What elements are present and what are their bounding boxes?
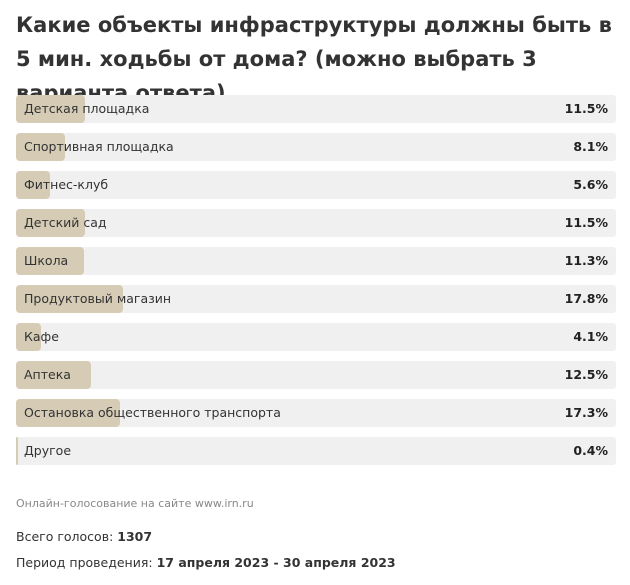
value-label: 8.1%	[573, 139, 608, 154]
bar	[16, 247, 84, 275]
category-label: Детский сад	[24, 215, 107, 230]
category-label: Остановка общественного транспорта	[24, 405, 281, 420]
category-label: Фитнес-клуб	[24, 177, 109, 192]
row-track: Остановка общественного транспорта 17.3%	[16, 399, 616, 427]
value-label: 11.5%	[564, 215, 608, 230]
bar	[16, 361, 91, 389]
row-track: Детский сад 11.5%	[16, 209, 616, 237]
value-label: 12.5%	[564, 367, 608, 382]
value-label: 0.4%	[573, 443, 608, 458]
value-label: 5.6%	[573, 177, 608, 192]
value-label: 17.8%	[564, 291, 608, 306]
total-label: Всего голосов:	[16, 529, 114, 544]
category-label: Кафе	[24, 329, 59, 344]
bar	[16, 437, 19, 465]
row-track: Аптека 12.5%	[16, 361, 616, 389]
value-label: 11.3%	[564, 253, 608, 268]
total-line: Всего голосов: 1307	[16, 529, 152, 544]
chart-title: Какие объекты инфраструктуры должны быть…	[16, 13, 612, 105]
row-track: Фитнес-клуб 5.6%	[16, 171, 616, 199]
period-line: Период проведения: 17 апреля 2023 - 30 а…	[16, 555, 396, 570]
row-track: Школа 11.3%	[16, 247, 616, 275]
bar	[16, 95, 85, 123]
row-track: Другое 0.4%	[16, 437, 616, 465]
source: Онлайн-голосование на сайте www.irn.ru	[16, 497, 254, 510]
bar	[16, 209, 85, 237]
value-label: 4.1%	[573, 329, 608, 344]
row-track: Кафе 4.1%	[16, 323, 616, 351]
category-label: Аптека	[24, 367, 71, 382]
total: 1307	[117, 529, 153, 544]
period: 17 апреля 2023 - 30 апреля 2023	[156, 555, 396, 570]
category-label: Другое	[24, 443, 72, 458]
bar	[16, 323, 41, 351]
row-track: Спортивная площадка 8.1%	[16, 133, 616, 161]
bar	[16, 171, 50, 199]
bar	[16, 133, 65, 161]
bar	[16, 285, 123, 313]
row-track: Продуктовый магазин 17.8%	[16, 285, 616, 313]
bar	[16, 399, 120, 427]
category-label: Детская площадка	[24, 101, 150, 116]
value-label: 17.3%	[564, 405, 608, 420]
category-label: Школа	[24, 253, 69, 268]
value-label: 11.5%	[564, 101, 608, 116]
category-label: Спортивная площадка	[24, 139, 174, 154]
category-label: Продуктовый магазин	[24, 291, 172, 306]
row-track: Детская площадка 11.5%	[16, 95, 616, 123]
period-label: Период проведения:	[16, 555, 153, 570]
